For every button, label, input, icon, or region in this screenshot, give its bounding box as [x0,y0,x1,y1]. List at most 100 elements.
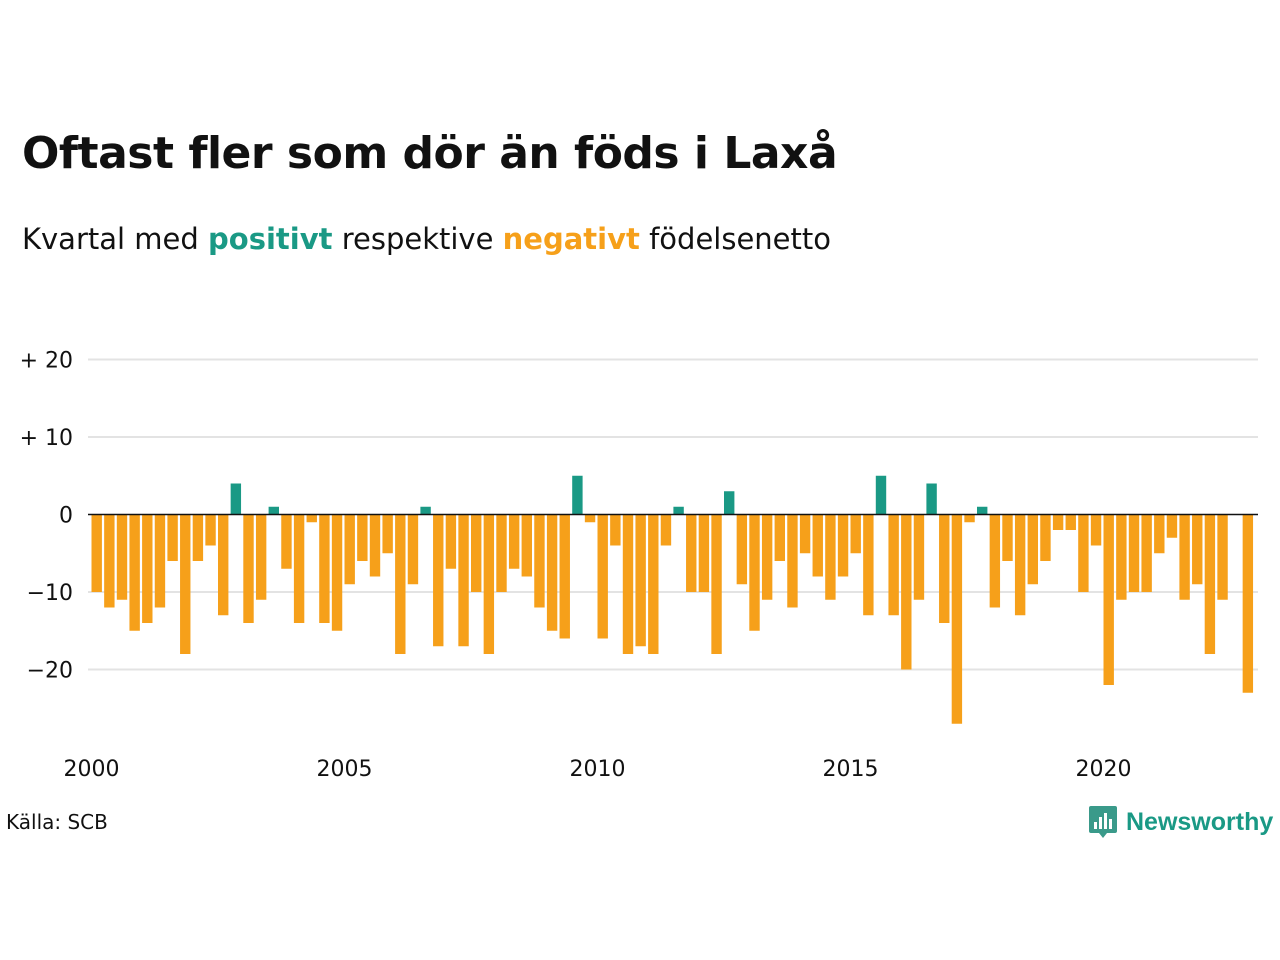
bar [1027,514,1038,585]
bar [218,514,229,616]
brand-name: Newsworthy [1126,807,1274,836]
bar [205,514,216,546]
bar [1103,514,1114,685]
bar [420,506,431,515]
bar [913,514,925,600]
bar [192,514,204,561]
bar [989,514,1001,608]
y-tick-label: −10 [27,581,73,606]
y-tick-label: + 10 [20,426,73,451]
bar [357,514,368,561]
bar [521,514,532,577]
bar [1014,514,1026,616]
bar [1166,514,1178,538]
bar [433,514,444,647]
bar [496,514,507,592]
x-tick-label: 2010 [570,757,626,782]
bar [508,514,520,569]
bar [951,514,963,724]
bar [104,514,115,608]
bar [686,514,697,592]
x-axis-labels: 2000 2005 2010 2015 2020 [64,757,1132,782]
bar [863,514,874,616]
bar [648,514,659,654]
birth-net-bar-chart: + 20 + 10 0 −10 −20 2000 2005 2010 2015 2020 [20,349,1258,782]
bar [1192,514,1203,585]
x-tick-label: 2005 [317,757,373,782]
bar [306,514,317,523]
bar [1154,514,1165,554]
bar [1141,514,1152,592]
bar [243,514,254,623]
bar [837,514,849,577]
bar [825,514,836,600]
bar [255,514,267,600]
bar [91,514,102,592]
bar [1065,514,1076,530]
brand-logo[interactable]: Newsworthy [1088,803,1273,841]
bar [774,514,785,561]
bar [445,514,457,569]
bar [850,514,861,554]
bar [597,514,608,639]
y-tick-label: 0 [59,504,73,529]
bar [610,514,621,546]
x-tick-label: 2020 [1076,757,1132,782]
bar [939,514,950,623]
subtitle-text-middle: respektive [341,222,494,256]
bar [483,514,495,654]
bar [901,514,912,670]
bar [1040,514,1051,561]
bar [230,483,242,515]
bar [736,514,748,585]
bar [761,514,773,600]
bar [116,514,128,600]
bar [724,491,735,515]
y-axis-labels: + 20 + 10 0 −10 −20 [20,349,73,684]
bar [1217,514,1228,600]
bar [635,514,646,647]
bar [711,514,722,654]
bar [812,514,823,577]
bar [1002,514,1013,561]
bar [1128,514,1140,592]
bar [749,514,760,631]
newsworthy-chart-icon [1089,806,1117,838]
bar [1242,514,1254,693]
bar [977,506,988,515]
bar [167,514,178,561]
x-tick-label: 2015 [823,757,879,782]
bar [471,514,482,592]
bar [673,506,684,515]
subtitle-negative-label: negativt [502,222,640,256]
bar [407,514,419,585]
bar [395,514,406,654]
bar [799,514,811,554]
subtitle-text-after: födelsenetto [649,222,831,256]
bar [1116,514,1127,600]
bar [698,514,710,592]
bar [293,514,305,623]
chart-subtitle: Kvartal med positivt respektive negativt… [22,222,831,256]
bar [458,514,469,647]
bar [875,475,887,515]
source-note: Källa: SCB [6,810,108,834]
bar [268,506,279,515]
bars [91,475,1254,724]
bar [382,514,393,554]
bar [129,514,140,631]
gridlines [88,358,1258,671]
bar [660,514,672,546]
bar [1052,514,1064,530]
bar [622,514,634,654]
bar [964,514,975,523]
bar [787,514,798,608]
subtitle-text-before: Kvartal med [22,222,199,256]
bar [281,514,292,569]
x-tick-label: 2000 [64,757,120,782]
bar [344,514,355,585]
bar [319,514,330,623]
bar [1179,514,1190,600]
bar [584,514,596,523]
y-tick-label: + 20 [20,349,73,374]
